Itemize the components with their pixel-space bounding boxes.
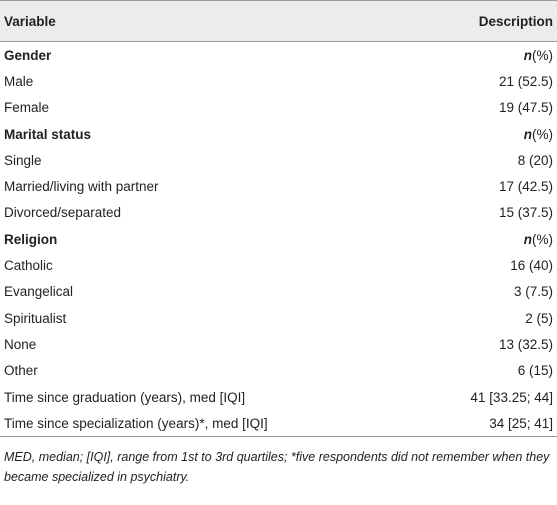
description-text: 6 (15)	[517, 363, 553, 379]
italic-n: n	[523, 47, 532, 63]
description-cell: 3 (7.5)	[279, 279, 557, 305]
italic-n: n	[523, 231, 532, 247]
data-table: Variable Description Gender n(%) Male 21 (5…	[0, 0, 557, 438]
variable-cell: Time since graduation (years), med [IQI]	[4, 389, 246, 405]
description-text: 34 [25; 41]	[489, 415, 553, 431]
table-row: Time since graduation (years), med [IQI]…	[0, 384, 557, 410]
description-cell: n(%)	[279, 42, 557, 69]
variable-cell: Time since specialization (years)*, med …	[0, 410, 279, 438]
variable-cell: Marital status	[4, 126, 92, 142]
description-cell: 41 [33.25; 44]	[279, 384, 557, 410]
description-text: 8 (20)	[517, 152, 553, 168]
variable-cell: Spiritualist	[4, 310, 67, 326]
table-row: Single 8 (20)	[0, 147, 557, 173]
variable-cell: Female	[4, 100, 50, 116]
variable-cell: Single	[4, 152, 42, 168]
description-text: 16 (40)	[510, 258, 553, 274]
variable-cell: Evangelical	[4, 284, 74, 300]
description-text: 2 (5)	[525, 310, 553, 326]
table-row: Spiritualist 2 (5)	[0, 305, 557, 331]
description-cell: n(%)	[279, 121, 557, 147]
footnote: MED, median; [IQI], range from 1st to 3r…	[4, 450, 550, 485]
description-cell: 6 (15)	[279, 358, 557, 384]
table-body: Gender n(%) Male 21 (52.5) Female 19 (47.5) Ma…	[0, 42, 557, 438]
description-text: 21 (52.5)	[498, 73, 553, 89]
description-cell: n(%)	[279, 226, 557, 252]
variable-cell: None	[4, 336, 37, 352]
table-row: Religion n(%)	[0, 226, 557, 252]
description-cell: 15 (37.5)	[279, 200, 557, 226]
description-text: 3 (7.5)	[513, 284, 553, 300]
description-cell: 19 (47.5)	[279, 95, 557, 121]
description-cell: 8 (20)	[279, 147, 557, 173]
description-cell: 34 [25; 41]	[278, 410, 557, 438]
table-row: Divorced/separated 15 (37.5)	[0, 200, 557, 226]
table-row: Time since specialization (years)*, med …	[0, 410, 557, 438]
variable-cell: Religion	[4, 231, 58, 247]
description-text: 17 (42.5)	[498, 179, 553, 195]
table-row: None 13 (32.5)	[0, 331, 557, 357]
description-text: 41 [33.25; 44]	[470, 389, 553, 405]
description-text: 19 (47.5)	[498, 100, 553, 116]
header-row: Variable Description	[0, 0, 557, 42]
variable-cell: Catholic	[4, 258, 53, 274]
variable-cell: Male	[4, 73, 34, 89]
table-row: Male 21 (52.5)	[0, 68, 557, 94]
description-text: (%)	[532, 126, 553, 142]
description-cell: 16 (40)	[279, 252, 557, 278]
description-cell: 2 (5)	[279, 305, 557, 331]
variable-cell: Gender	[4, 47, 52, 63]
header-cell: Description	[278, 0, 557, 42]
table-row: Catholic 16 (40)	[0, 252, 557, 278]
description-text: (%)	[532, 231, 553, 247]
table-row: Gender n(%)	[0, 42, 557, 69]
description-text: 13 (32.5)	[498, 336, 553, 352]
description-text: 15 (37.5)	[498, 205, 553, 221]
variable-cell: Divorced/separated	[4, 205, 122, 221]
table-row: Married/living with partner 17 (42.5)	[0, 173, 557, 199]
table-row: Other 6 (15)	[0, 358, 557, 384]
variable-cell: Married/living with partner	[4, 179, 159, 195]
table-row: Evangelical 3 (7.5)	[0, 279, 557, 305]
description-text: (%)	[532, 47, 553, 63]
italic-n: n	[523, 126, 532, 142]
description-cell: 21 (52.5)	[279, 68, 557, 94]
description-cell: 17 (42.5)	[279, 173, 557, 199]
header-cell: Variable	[0, 0, 279, 42]
description-cell: 13 (32.5)	[279, 331, 557, 357]
table-row: Marital status n(%)	[0, 121, 557, 147]
table-row: Female 19 (47.5)	[0, 95, 557, 121]
variable-cell: Other	[4, 363, 38, 379]
